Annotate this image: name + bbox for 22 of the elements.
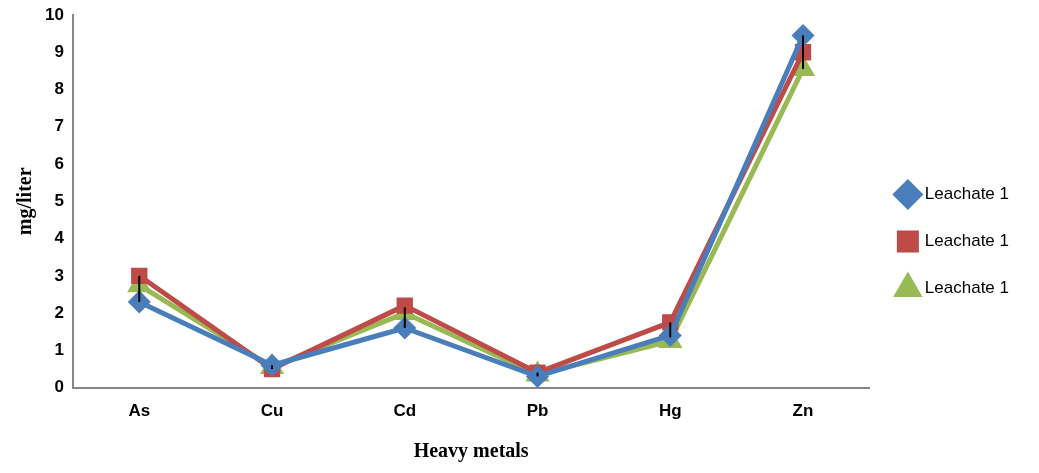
legend-label: Leachate 1 <box>924 278 1010 298</box>
y-tick-label: 6 <box>54 153 64 173</box>
x-tick-label: Pb <box>526 401 549 421</box>
legend-label: Leachate 1 <box>924 231 1010 251</box>
x-tick-label: Hg <box>658 401 682 421</box>
y-tick-label: 10 <box>44 4 64 24</box>
y-tick-label: 7 <box>54 116 64 136</box>
y-tick-label: 1 <box>54 340 64 360</box>
y-tick-label: 8 <box>54 79 64 99</box>
x-tick-label: Cu <box>260 401 284 421</box>
y-tick-label: 5 <box>54 190 64 210</box>
x-tick-label: Zn <box>792 401 814 421</box>
x-axis-title: Heavy metals <box>413 439 529 463</box>
y-tick-label: 4 <box>54 228 65 248</box>
y-tick-label: 3 <box>54 265 64 285</box>
y-tick-label: 0 <box>54 377 64 397</box>
legend-label: Leachate 1 <box>924 184 1010 204</box>
y-tick-label: 9 <box>54 41 64 61</box>
x-tick-label: Cd <box>393 401 417 421</box>
y-tick-label: 2 <box>54 302 64 322</box>
y-axis-title: mg/liter <box>13 167 37 236</box>
x-tick-label: As <box>128 401 151 421</box>
